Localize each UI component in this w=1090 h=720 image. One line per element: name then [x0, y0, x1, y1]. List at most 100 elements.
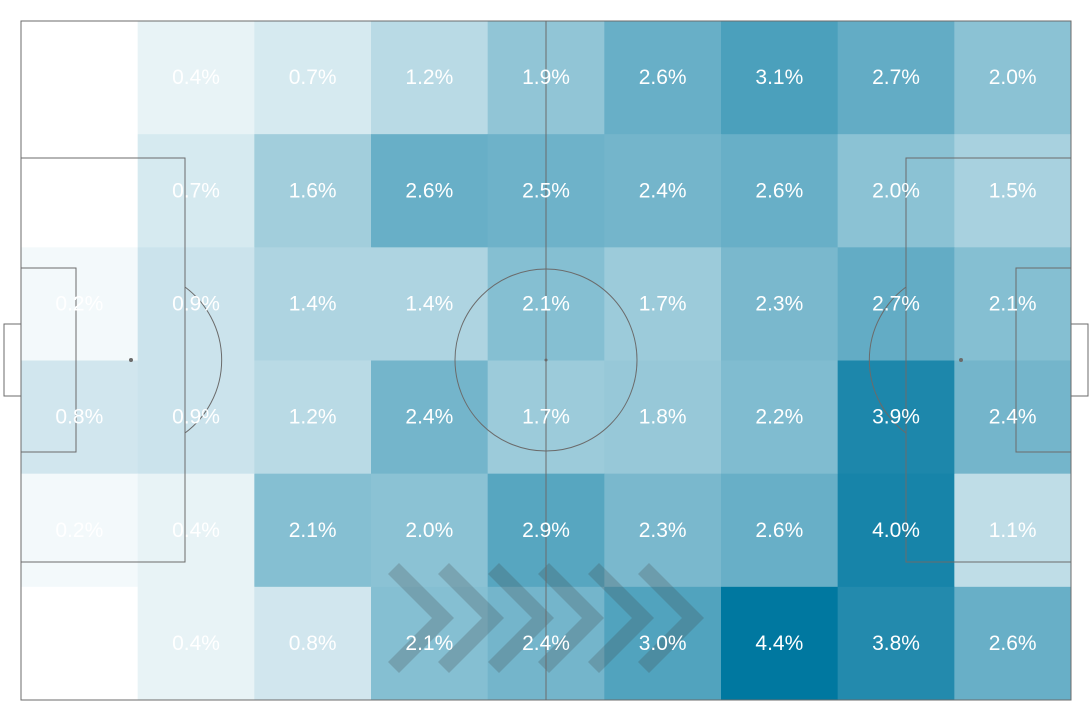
heatmap-cell-label: 2.6% — [755, 179, 803, 202]
heatmap-cell-label: 0.4% — [172, 66, 220, 89]
heatmap-cell-label: 2.6% — [639, 66, 687, 89]
heatmap-cell — [371, 586, 489, 701]
heatmap-cell — [721, 134, 839, 248]
heatmap-cell — [721, 473, 839, 588]
heatmap-cell — [604, 247, 722, 361]
heatmap-cell — [604, 21, 722, 135]
heatmap-cell-label: 0.7% — [172, 179, 220, 202]
heatmap-cell — [837, 21, 955, 135]
heatmap-cell-label: 2.6% — [989, 632, 1037, 655]
heatmap-cell — [954, 21, 1072, 135]
heatmap-cell-label: 3.1% — [755, 66, 803, 89]
heatmap-cell-label: 1.2% — [405, 66, 453, 89]
heatmap-cell — [721, 21, 839, 135]
heatmap-cell — [254, 473, 372, 588]
heatmap-cell — [254, 247, 372, 361]
heatmap-cell-label: 0.9% — [172, 406, 220, 429]
heatmap-cell — [371, 247, 489, 361]
left-penalty-arc — [184, 286, 223, 434]
attack-direction-chevron — [538, 563, 604, 673]
heatmap-cell — [954, 247, 1072, 361]
heatmap-cell-label: 2.2% — [755, 406, 803, 429]
attack-direction-chevron — [438, 563, 504, 673]
heatmap-cell-label: 2.7% — [872, 292, 920, 315]
heatmap-cell — [254, 134, 372, 248]
heatmap-cell-label: 2.7% — [872, 66, 920, 89]
heatmap-cell-label: 3.8% — [872, 632, 920, 655]
heatmap-cell-label: 0.2% — [55, 292, 103, 315]
center-circle — [454, 268, 638, 452]
right-penalty-spot — [959, 358, 963, 362]
heatmap-cell-label: 4.4% — [755, 632, 803, 655]
heatmap-cell-label: 0.8% — [55, 406, 103, 429]
heatmap-cell-label: 0.9% — [172, 292, 220, 315]
heatmap-cell — [137, 586, 255, 701]
heatmap-cell — [837, 586, 955, 701]
heatmap-cell-label: 2.1% — [522, 292, 570, 315]
heatmap-cell-label: 0.7% — [289, 66, 337, 89]
heatmap-cell-label: 1.4% — [405, 292, 453, 315]
pitch-markings — [3, 20, 1089, 701]
heatmap-cell — [371, 360, 489, 475]
heatmap-cell-label: 2.0% — [989, 66, 1037, 89]
heatmap-cell-label: 3.0% — [639, 632, 687, 655]
heatmap-cell-label: 2.1% — [989, 292, 1037, 315]
heatmap-cell-label: 2.3% — [639, 519, 687, 542]
heatmap-cell — [837, 247, 955, 361]
heatmap-cell — [137, 247, 255, 361]
heatmap-cell-label: 2.0% — [872, 179, 920, 202]
heatmap-cell-label: 1.6% — [289, 179, 337, 202]
center-spot — [544, 358, 548, 362]
attack-direction-chevron — [388, 563, 454, 673]
heatmap-cell — [21, 473, 139, 588]
heatmap-cell-label: 2.4% — [989, 406, 1037, 429]
heatmap-cell-label: 1.7% — [522, 406, 570, 429]
heatmap-cell — [837, 473, 955, 588]
heatmap-cell — [954, 134, 1072, 248]
heatmap-cell-label: 0.4% — [172, 519, 220, 542]
heatmap-cell-label: 2.4% — [522, 632, 570, 655]
heatmap-cell — [604, 134, 722, 248]
heatmap-cell — [721, 360, 839, 475]
left-penalty-spot — [129, 358, 133, 362]
heatmap-cell-label: 1.8% — [639, 406, 687, 429]
heatmap-cell — [254, 586, 372, 701]
heatmap-cell-label: 2.1% — [289, 519, 337, 542]
heatmap-cell-label: 2.6% — [405, 179, 453, 202]
heatmap-cell-label: 4.0% — [872, 519, 920, 542]
heatmap-cell — [954, 586, 1072, 701]
attack-direction-chevron — [488, 563, 554, 673]
heatmap-cell — [137, 360, 255, 475]
heatmap-cell-label: 0.4% — [172, 632, 220, 655]
heatmap-cell — [371, 473, 489, 588]
heatmap-cell-label: 2.3% — [755, 292, 803, 315]
right-goal — [1070, 323, 1089, 397]
heatmap-cell-label: 2.0% — [405, 519, 453, 542]
heatmap-cell-label: 0.2% — [55, 519, 103, 542]
heatmap-cell-label: 0.8% — [289, 632, 337, 655]
heatmap-cell-label: 3.9% — [872, 406, 920, 429]
heatmap-cell — [254, 21, 372, 135]
heatmap-cell — [837, 134, 955, 248]
heatmap-cell-label: 2.9% — [522, 519, 570, 542]
heatmap-cell — [721, 586, 839, 701]
heatmap-cell-label: 2.4% — [405, 406, 453, 429]
attack-direction-arrows — [388, 563, 704, 673]
heatmap-cell — [137, 473, 255, 588]
heatmap-cell — [137, 21, 255, 135]
heatmap-cell-label: 1.5% — [989, 179, 1037, 202]
attack-direction-chevron — [588, 563, 654, 673]
heatmap-cell — [954, 473, 1072, 588]
left-goal — [3, 323, 22, 397]
heatmap-cell — [21, 586, 139, 701]
heatmap-cell — [21, 247, 139, 361]
heatmap-cell — [371, 21, 489, 135]
heatmap-cell-label: 1.1% — [989, 519, 1037, 542]
heatmap-cell — [137, 134, 255, 248]
heatmap-cell-label: 1.4% — [289, 292, 337, 315]
heatmap-cell — [721, 247, 839, 361]
attack-direction-chevron — [638, 563, 704, 673]
heatmap-cell-label: 1.7% — [639, 292, 687, 315]
heatmap-cell — [604, 473, 722, 588]
